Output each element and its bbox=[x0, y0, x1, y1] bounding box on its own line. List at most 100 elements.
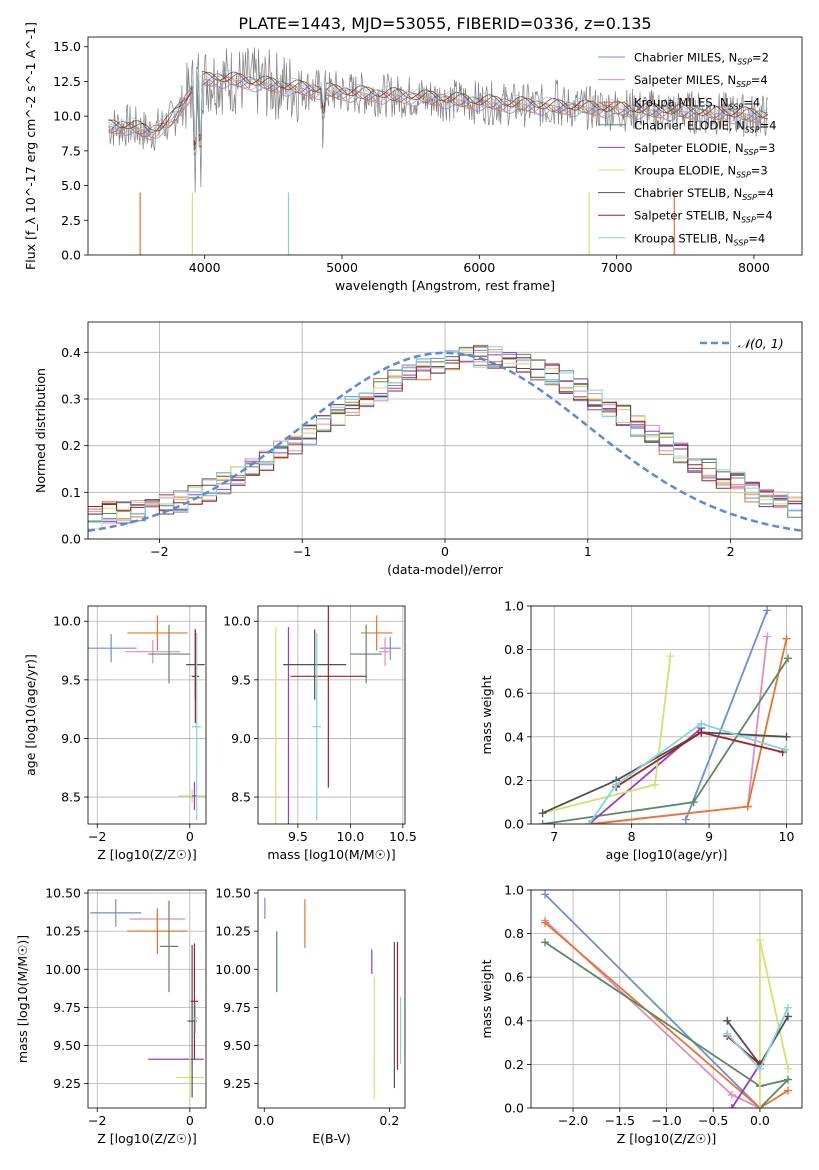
y-axis-label: Normed distribution bbox=[33, 368, 48, 493]
axis-frame-residuals: −2 −1 0 1 2 0.0 0.1 0.2 0.3 0.4 (data-model)/error… bbox=[33, 321, 803, 577]
axis-frame bbox=[257, 889, 406, 1109]
y-tick-label: 9.25 bbox=[223, 1076, 251, 1091]
x-tick-label: 6000 bbox=[463, 260, 495, 275]
y-tick-label: 0.8 bbox=[504, 642, 524, 657]
y-tick-label: 1.0 bbox=[504, 599, 524, 614]
y-axis-label: age [log10(age/yr)] bbox=[23, 654, 38, 776]
weight-marker-3 bbox=[538, 820, 547, 824]
x-axis-label: Z [log10(Z/Z☉)] bbox=[617, 1131, 717, 1146]
y-tick-label: 0.2 bbox=[504, 773, 524, 788]
y-tick-label: 0.3 bbox=[61, 392, 81, 407]
axes-metallicity-age bbox=[88, 606, 206, 824]
weight-marker-0 bbox=[681, 815, 690, 824]
axis-frame-spectrum: 4000 5000 6000 7000 8000 0.0 2.5 5.0 7.5 10.0 12.5… bbox=[23, 22, 803, 293]
x-tick-label: −2 bbox=[88, 1113, 106, 1128]
y-tick-label: 9.75 bbox=[53, 1000, 81, 1015]
axes-spectrum bbox=[88, 37, 802, 255]
x-tick-label: 0 bbox=[441, 544, 449, 559]
y-tick-label: 0.6 bbox=[504, 970, 524, 985]
x-tick-label: 1 bbox=[584, 544, 592, 559]
x-tick-label: 0 bbox=[186, 829, 194, 844]
x-tick-label: −1 bbox=[293, 544, 311, 559]
weight-marker-2 bbox=[783, 1086, 792, 1095]
model-spectrum-1 bbox=[108, 77, 768, 151]
y-tick-label: 10.25 bbox=[45, 924, 81, 939]
plot-content bbox=[88, 344, 802, 533]
x-tick-label: 10.0 bbox=[336, 829, 364, 844]
axes-metallicity-mass bbox=[88, 890, 206, 1108]
x-tick-label: 0.0 bbox=[750, 1113, 770, 1128]
axis-frame bbox=[257, 605, 406, 825]
weight-marker-5 bbox=[783, 1064, 792, 1073]
weight-marker-0 bbox=[541, 890, 550, 899]
model-spectrum-6 bbox=[108, 71, 768, 151]
weight-marker-3 bbox=[784, 654, 793, 663]
y-tick-label: 10.00 bbox=[45, 962, 81, 977]
y-tick-label: 1.0 bbox=[504, 883, 524, 898]
x-tick-label: 8 bbox=[628, 829, 636, 844]
plots: 4000 5000 6000 7000 80000.02.55.07.510.012.5… bbox=[15, 22, 803, 1146]
axis-frame-metallicity-mass: −2 0 9.25 9.50 9.75 10.00 10.25 10.50 Z [log10(Z… bbox=[15, 886, 207, 1146]
plot-content bbox=[88, 615, 206, 821]
axes-mass-age bbox=[258, 606, 405, 824]
plot-content bbox=[264, 897, 402, 1099]
y-tick-label: 0.8 bbox=[504, 926, 524, 941]
y-tick-label: 0.4 bbox=[504, 729, 524, 744]
weight-marker-5 bbox=[666, 652, 675, 661]
y-tick-label: 9.75 bbox=[223, 1000, 251, 1015]
y-tick-label: 0.2 bbox=[504, 1057, 524, 1072]
weight-marker-5 bbox=[650, 780, 659, 789]
axes-metallicity-massweight bbox=[531, 889, 802, 1109]
observed-spectrum bbox=[108, 47, 769, 193]
y-tick-label: 0.0 bbox=[504, 1101, 524, 1116]
axis-frame bbox=[530, 605, 803, 825]
legend-entry: Salpeter ELODIE, NSSP=3 bbox=[634, 141, 775, 157]
x-tick-label: 0.2 bbox=[379, 1113, 399, 1128]
y-axis-label: mass [log10(M/M☉)] bbox=[15, 935, 30, 1063]
plot-content bbox=[108, 47, 769, 255]
legend-entry: Chabrier MILES, NSSP=2 bbox=[634, 51, 769, 67]
y-tick-label: 9.5 bbox=[231, 672, 251, 687]
y-tick-label: 0.0 bbox=[61, 532, 81, 547]
y-tick-label: 10.0 bbox=[223, 614, 251, 629]
y-tick-label: 9.25 bbox=[53, 1076, 81, 1091]
legend-entry: Chabrier ELODIE, NSSP=4 bbox=[634, 118, 776, 134]
x-tick-label: 0.0 bbox=[254, 1113, 274, 1128]
legend-entry: Chabrier STELIB, NSSP=4 bbox=[634, 186, 774, 202]
legend-entry: 𝒩(0, 1) bbox=[738, 336, 784, 351]
x-tick-label: 4000 bbox=[189, 260, 221, 275]
y-tick-label: 10.00 bbox=[215, 962, 251, 977]
weight-line-3 bbox=[544, 941, 791, 1108]
axes-age-massweight bbox=[531, 605, 802, 825]
x-tick-label: −1.5 bbox=[605, 1113, 635, 1128]
y-tick-label: 9.50 bbox=[223, 1038, 251, 1053]
y-tick-label: 0.4 bbox=[504, 1013, 524, 1028]
weight-marker-3 bbox=[689, 798, 698, 807]
axis-frame bbox=[87, 889, 207, 1109]
x-axis-label: age [log10(age/yr)] bbox=[606, 847, 728, 862]
normal-curve bbox=[88, 351, 802, 533]
weight-marker-1 bbox=[763, 632, 772, 641]
x-tick-label: 5000 bbox=[326, 260, 358, 275]
plot-content bbox=[538, 606, 793, 824]
y-tick-label: 0.0 bbox=[504, 817, 524, 832]
legend-entry: Salpeter MILES, NSSP=4 bbox=[634, 73, 768, 89]
x-tick-label: −1.0 bbox=[651, 1113, 681, 1128]
y-axis-label: Flux [f_λ 10^-17 erg cm^-2 s^-1 A^-1] bbox=[23, 22, 38, 270]
model-spectrum-4 bbox=[108, 73, 768, 150]
axis-frame bbox=[87, 36, 803, 256]
legend-entry: Kroupa STELIB, NSSP=4 bbox=[634, 231, 765, 247]
x-tick-label: 10 bbox=[779, 829, 795, 844]
weight-marker-6 bbox=[538, 809, 547, 818]
x-axis-label: mass [log10(M/M☉)] bbox=[267, 847, 395, 862]
legend-entry: Kroupa MILES, NSSP=4 bbox=[634, 96, 760, 112]
y-tick-label: 12.5 bbox=[53, 74, 81, 89]
plot-background bbox=[531, 606, 802, 824]
x-tick-label: 7 bbox=[550, 829, 558, 844]
x-tick-label: −2 bbox=[88, 829, 106, 844]
weight-line-6 bbox=[542, 731, 787, 814]
plot-background bbox=[258, 890, 405, 1108]
axis-frame-mass-age: 9.5 10.0 10.5 8.5 9.0 9.5 10.0 mass [log10(M/M☉… bbox=[223, 605, 417, 862]
y-tick-label: 8.5 bbox=[61, 790, 81, 805]
